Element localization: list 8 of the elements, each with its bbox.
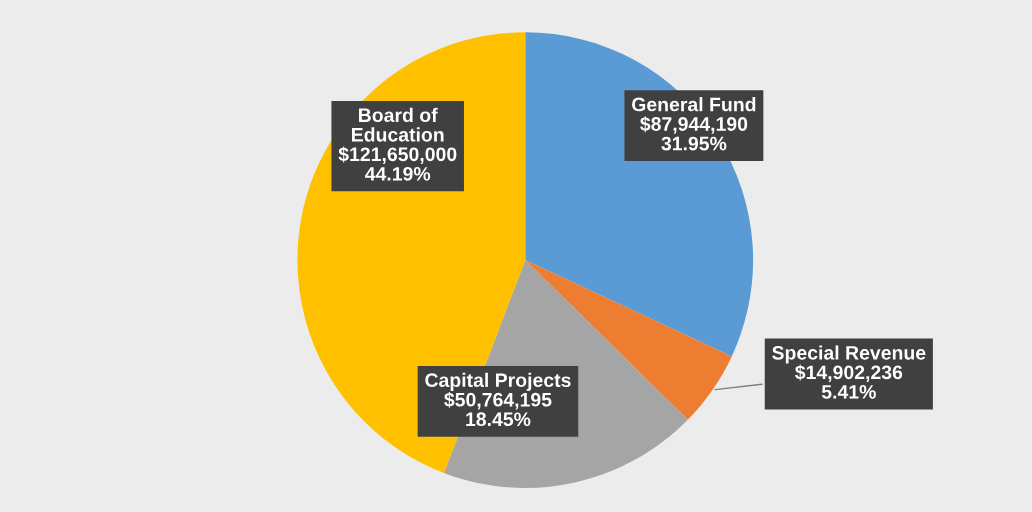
slice-label: Capital Projects <box>425 372 571 391</box>
data-label: $121,650,000 44.19% <box>338 146 457 181</box>
slice-label: Board of Education <box>352 107 444 142</box>
slice-label: Special Revenue <box>772 345 926 364</box>
slice-label: General Fund <box>632 97 756 112</box>
data-label: $14,902,236 5.41% <box>795 364 903 399</box>
data-label: $50,764,195 18.45% <box>444 391 552 427</box>
data-label: $87,944,190 31.95% <box>640 116 748 151</box>
